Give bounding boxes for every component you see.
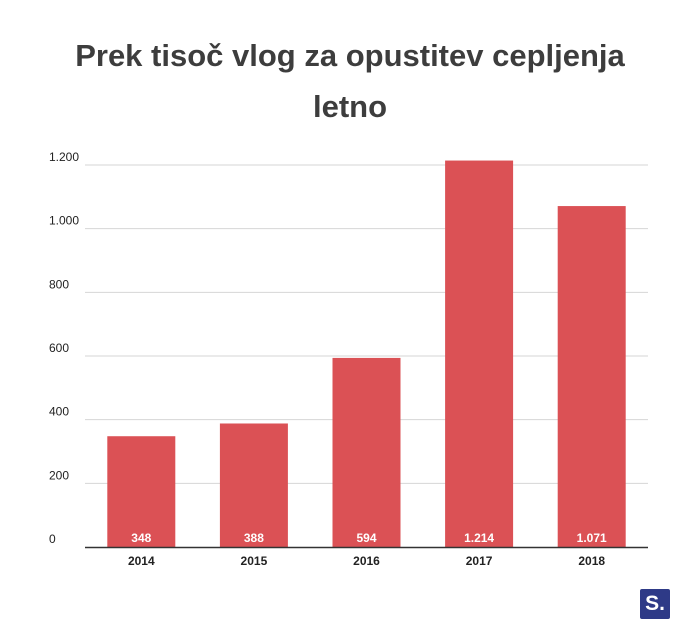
y-tick-label: 400 xyxy=(49,405,69,419)
data-labels: 348 388 594 1.214 1.071 xyxy=(131,531,607,545)
y-tick-label: 600 xyxy=(49,341,69,355)
data-label: 1.071 xyxy=(577,531,607,545)
x-tick-label: 2017 xyxy=(466,554,493,568)
data-label: 348 xyxy=(131,531,151,545)
x-axis-tick-labels: 2014 2015 2016 2017 2018 xyxy=(128,554,605,568)
x-tick-label: 2015 xyxy=(241,554,268,568)
y-tick-label: 1.200 xyxy=(49,150,79,164)
site-logo[interactable]: S. xyxy=(640,589,670,619)
bar-2014 xyxy=(107,436,176,547)
y-axis-tick-labels: 0 200 400 600 800 1.000 1.200 xyxy=(49,150,79,546)
bar-2015 xyxy=(219,423,288,547)
x-tick-label: 2018 xyxy=(578,554,605,568)
x-tick-label: 2016 xyxy=(353,554,380,568)
data-label: 388 xyxy=(244,531,264,545)
x-tick-label: 2014 xyxy=(128,554,155,568)
bar-2017 xyxy=(445,160,514,547)
data-label: 594 xyxy=(356,531,376,545)
bar-2018 xyxy=(557,206,626,547)
y-tick-label: 1.000 xyxy=(49,214,79,228)
bars xyxy=(107,160,626,547)
y-tick-label: 800 xyxy=(49,277,69,291)
bar-2016 xyxy=(332,357,401,547)
data-label: 1.214 xyxy=(464,531,494,545)
chart-title: Prek tisoč vlog za opustitev cepljenja l… xyxy=(75,38,625,124)
y-tick-label: 0 xyxy=(49,532,56,546)
y-tick-label: 200 xyxy=(49,468,69,482)
